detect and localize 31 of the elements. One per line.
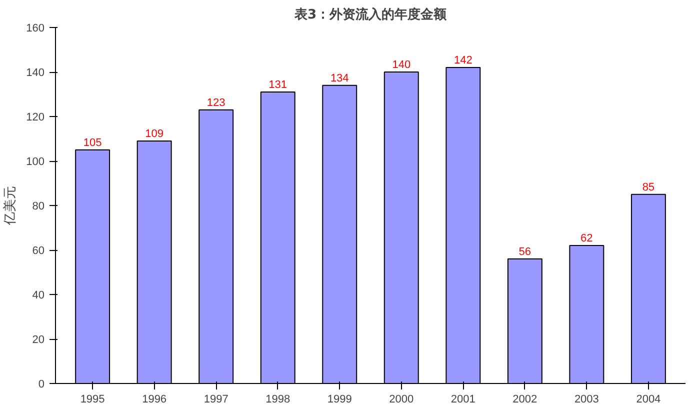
y-tick-label: 120 xyxy=(26,112,45,124)
y-tick-label: 20 xyxy=(32,334,45,346)
data-label: 134 xyxy=(330,72,349,84)
data-label: 109 xyxy=(145,128,164,140)
data-label: 62 xyxy=(580,232,593,245)
y-tick-label: 160 xyxy=(26,22,45,34)
data-label: 105 xyxy=(83,136,102,149)
chart-title: 表3：外资流入的年度金额 xyxy=(293,6,448,22)
x-tick-label: 2002 xyxy=(512,394,538,406)
data-label: 142 xyxy=(454,54,472,67)
y-tick-label: 0 xyxy=(38,378,45,390)
data-label: 131 xyxy=(268,79,288,92)
x-tick-label: 1997 xyxy=(204,394,228,406)
y-tick-label: 40 xyxy=(32,290,45,302)
x-tick-label: 1995 xyxy=(80,394,105,406)
x-tick-label: 2001 xyxy=(450,394,476,406)
y-tick-label: 140 xyxy=(26,67,45,79)
y-axis-title: 亿美元 xyxy=(2,186,18,226)
data-label: 56 xyxy=(518,246,532,258)
data-label: 85 xyxy=(642,181,655,194)
x-tick-label: 1999 xyxy=(327,394,352,406)
x-tick-label: 2004 xyxy=(636,394,661,406)
y-tick-label: 60 xyxy=(32,245,45,257)
data-label: 123 xyxy=(206,96,226,109)
y-tick-label: 100 xyxy=(26,156,45,168)
x-tick-label: 2000 xyxy=(389,394,414,406)
x-tick-label: 1996 xyxy=(142,394,167,406)
data-label: 140 xyxy=(392,59,411,71)
x-tick-label: 2003 xyxy=(574,394,599,406)
y-tick-label: 80 xyxy=(32,200,45,212)
x-tick-label: 1998 xyxy=(266,394,290,406)
